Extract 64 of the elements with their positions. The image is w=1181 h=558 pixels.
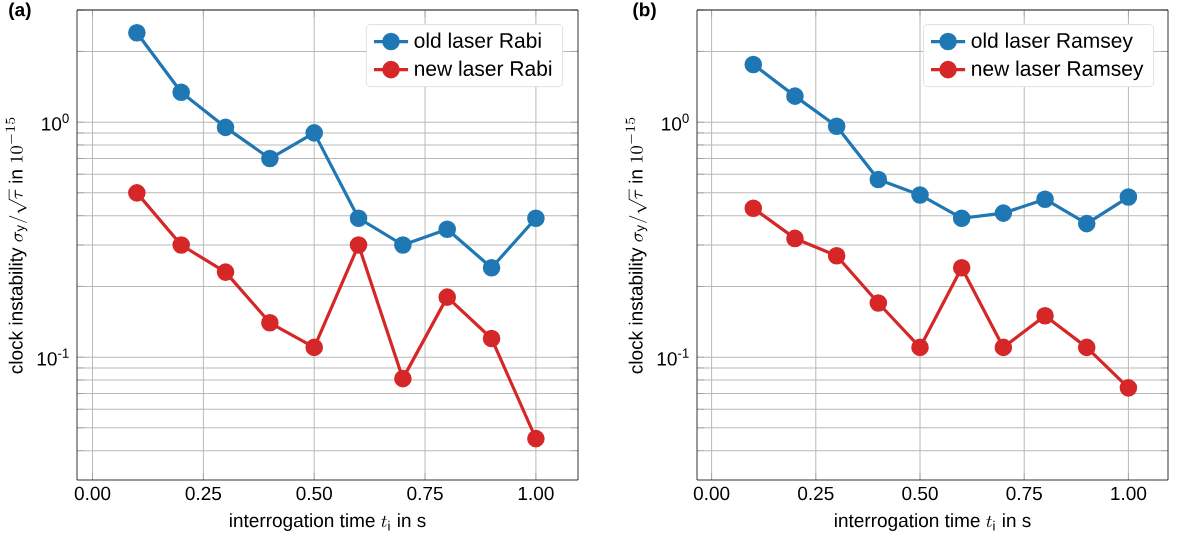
point [482,258,501,277]
x-axis-title: $\text{interrogation time } t_{\mathrm{i}} \text{ in s}$ [835,513,1031,531]
point [994,338,1013,357]
point [216,118,235,137]
legend-label: old laser Rabi [414,32,541,48]
chart-title: (a) [9,2,31,21]
point [1077,338,1096,357]
point [952,258,971,277]
x-tick-label: 0.50 [902,486,938,501]
point [744,55,763,74]
point [305,124,324,142]
point [911,338,929,357]
point [394,369,412,388]
point [911,186,929,204]
x-axis-title: $\text{interrogation time } t_{\mathrm{i}} \text{ in s}$ [230,513,426,531]
legend-label: new laser Rabi [415,60,552,77]
point [994,204,1013,222]
point [1119,188,1138,206]
y-tick-label: 10$^{-1}$ [657,348,689,366]
point [128,23,146,42]
point [1036,190,1054,208]
y-axis-title: $\text{clock instability } \sigma_{\mathrm{y}}/\sqrt{\tau} \text{ in } 10^{-15}$ [5,117,28,374]
x-tick-label: 1.00 [518,486,554,501]
x-tick-label: 0.25 [185,486,222,501]
point [869,170,888,189]
point [869,294,888,312]
x-tick-label: 0.75 [1006,486,1042,501]
chart-title: (b) [633,2,656,21]
x-tick-label: 0.00 [74,486,111,501]
x-tick-label: 1.00 [1111,486,1147,501]
y-tick-label: 10$^{0}$ [662,113,689,131]
point [786,87,804,105]
point [527,209,545,228]
point [827,117,846,136]
point [305,338,324,357]
x-tick-label: 0.25 [798,486,834,501]
y-axis-title: $\text{clock instability } \sigma_{\mathrm{y}}/\sqrt{\tau} \text{ in } 10^{-15}$ [625,117,648,374]
point [786,229,804,248]
legend-label: new laser Ramsey [972,60,1144,81]
point [952,209,971,228]
point [527,429,545,448]
point [261,313,279,332]
point [172,83,190,102]
y-tick-label: 10$^{-1}$ [37,348,69,366]
point [1077,214,1096,233]
x-tick-label: 0.00 [693,486,730,501]
point [349,236,368,254]
x-tick-label: 0.50 [296,486,332,501]
point [438,288,457,306]
point [1119,379,1138,397]
x-tick-label: 0.75 [407,486,443,501]
point [394,236,412,254]
point [216,263,235,281]
point [827,246,846,265]
point [438,220,457,239]
point [128,184,146,202]
point [482,329,501,348]
legend-label: old laser Ramsey [971,32,1133,53]
point [744,199,763,218]
point [172,236,190,254]
point [1036,306,1054,325]
point [349,209,368,228]
point [261,149,279,168]
y-tick-label: 10$^{0}$ [42,113,69,131]
